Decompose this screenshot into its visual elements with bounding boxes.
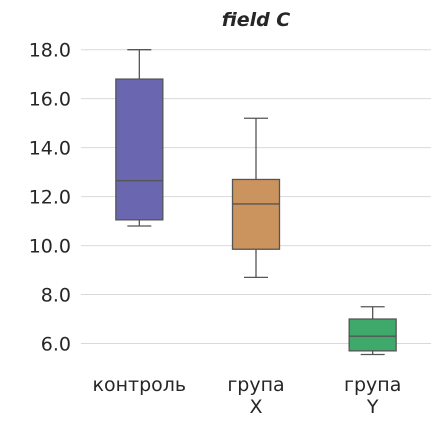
x-tick-label: контроль xyxy=(93,374,187,396)
box-group xyxy=(115,49,164,227)
x-tick-label: група X xyxy=(227,374,284,418)
y-tick-label: 18.0 xyxy=(29,40,71,62)
y-tick-label: 16.0 xyxy=(29,89,71,111)
y-tick-label: 8.0 xyxy=(41,285,71,307)
y-axis-ticks: 6.0 8.0 10.0 12.0 14.0 16.0 18.0 xyxy=(29,40,71,356)
box-group xyxy=(231,117,281,279)
y-tick-label: 10.0 xyxy=(29,236,71,258)
x-tick-label: група Y xyxy=(344,374,401,418)
iqr-box xyxy=(115,78,164,221)
y-tick-label: 14.0 xyxy=(29,138,71,160)
x-tick-label-line: група xyxy=(344,374,401,396)
box-group xyxy=(348,306,397,356)
x-tick-label-line: X xyxy=(249,396,262,418)
x-tick-label-line: група xyxy=(227,374,284,396)
x-tick-label-line: Y xyxy=(366,396,379,418)
boxes xyxy=(115,49,397,356)
y-tick-label: 12.0 xyxy=(29,187,71,209)
chart-title: field C xyxy=(222,9,291,31)
x-tick-label-line: контроль xyxy=(93,374,187,396)
iqr-box xyxy=(231,178,281,250)
y-tick-label: 6.0 xyxy=(41,334,71,356)
iqr-box xyxy=(348,318,397,352)
